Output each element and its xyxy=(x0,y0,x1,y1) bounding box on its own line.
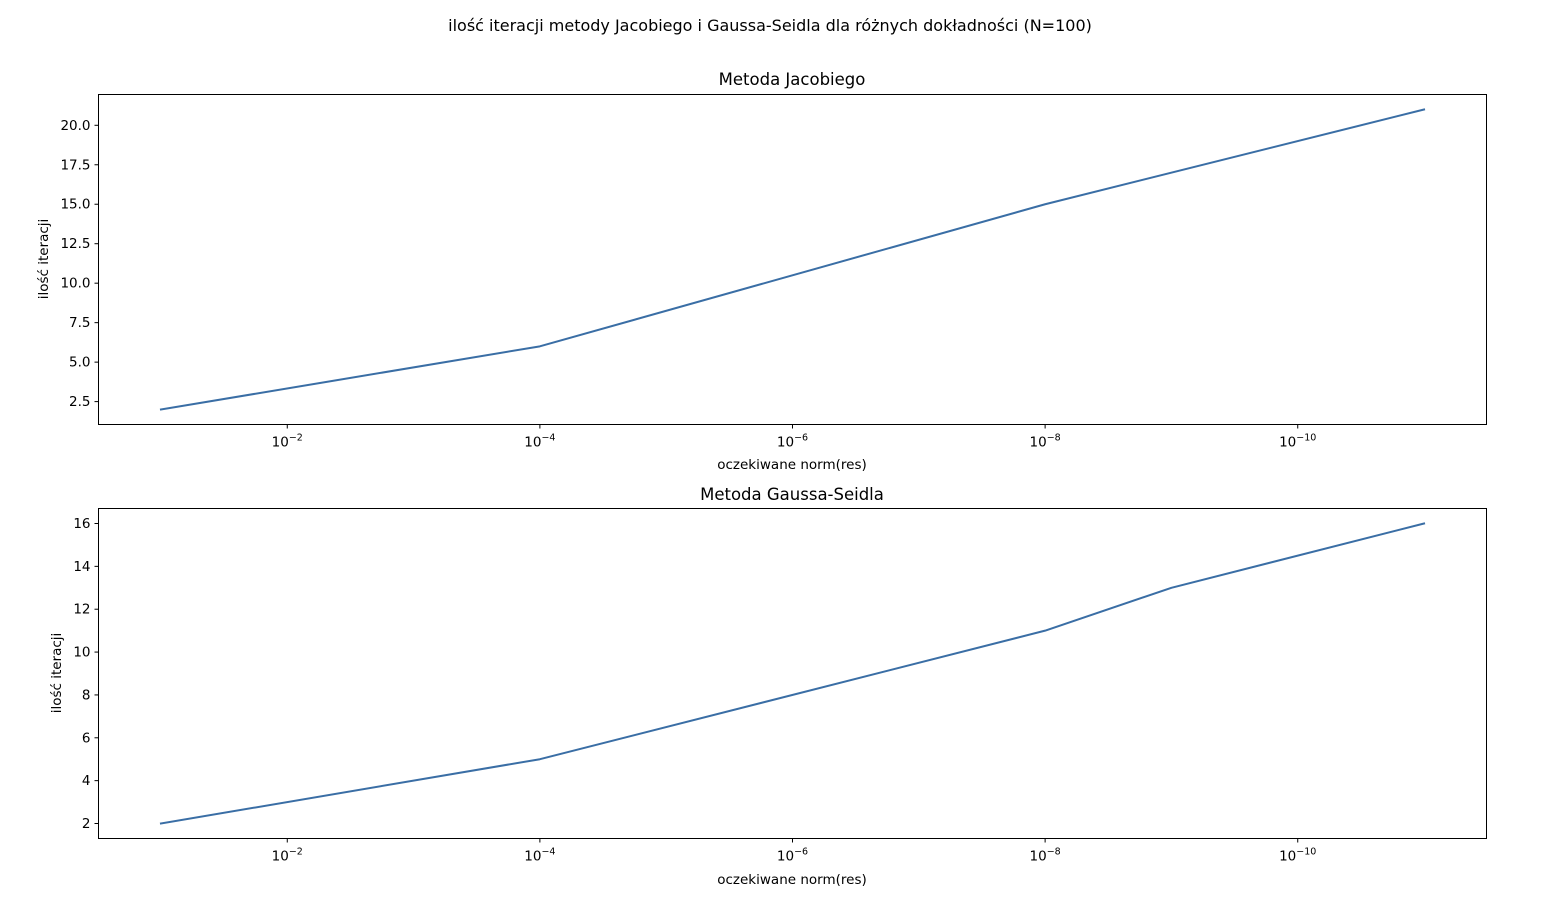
x-tick-label: 10−8 xyxy=(1030,847,1061,865)
y-axis-gauss-seidel: 2 4 6 8 10 12 14 16 xyxy=(73,516,99,832)
y-tick-label: 20.0 xyxy=(60,118,90,134)
series-line-gauss-seidel xyxy=(159,522,1426,825)
x-tick-label: 10−8 xyxy=(1030,433,1061,451)
x-tick-label: 10−6 xyxy=(777,847,808,865)
plot-area-gauss-seidel xyxy=(98,508,1487,839)
plot-area-jacobi xyxy=(98,94,1487,425)
y-tick-label: 2 xyxy=(82,816,91,832)
y-tick-label: 16 xyxy=(73,516,90,532)
subplot-title-gauss-seidel: Metoda Gaussa-Seidla xyxy=(700,485,884,504)
y-tick-label: 2.5 xyxy=(69,394,90,410)
x-axis-jacobi: 10−2 10−4 10−6 10−8 10−10 xyxy=(272,424,1316,451)
subplot-jacobi: Metoda Jacobiego 2.5 5.0 7.5 10.0 12.5 15.0 17… xyxy=(36,70,1487,473)
y-tick-label: 8 xyxy=(82,687,91,703)
y-tick-label: 7.5 xyxy=(69,315,90,331)
series-line-jacobi xyxy=(159,108,1426,411)
x-tick-label: 10−2 xyxy=(272,847,303,865)
y-tick-label: 5.0 xyxy=(69,355,90,371)
y-tick-label: 10.0 xyxy=(60,276,90,292)
x-tick-label: 10−4 xyxy=(524,847,555,865)
x-axis-label-gauss-seidel: oczekiwane norm(res) xyxy=(717,872,867,888)
x-axis-label-jacobi: oczekiwane norm(res) xyxy=(717,457,867,473)
y-tick-label: 15.0 xyxy=(60,197,90,213)
x-tick-label: 10−4 xyxy=(524,433,555,451)
y-tick-label: 6 xyxy=(82,730,91,746)
x-tick-label: 10−6 xyxy=(777,433,808,451)
y-tick-label: 4 xyxy=(82,773,91,789)
y-axis-label-gauss-seidel: ilość iteracji xyxy=(49,633,65,714)
y-tick-label: 17.5 xyxy=(60,157,90,173)
x-tick-label: 10−10 xyxy=(1279,433,1316,451)
y-axis-jacobi: 2.5 5.0 7.5 10.0 12.5 15.0 17.5 20.0 xyxy=(60,118,99,410)
figure-suptitle: ilość iteracji metody Jacobiego i Gaussa… xyxy=(448,16,1092,35)
y-axis-label-jacobi: ilość iteracji xyxy=(36,219,52,300)
y-tick-label: 12 xyxy=(73,602,90,618)
y-tick-label: 14 xyxy=(73,559,90,575)
x-axis-gauss-seidel: 10−2 10−4 10−6 10−8 10−10 xyxy=(272,838,1316,865)
x-tick-label: 10−10 xyxy=(1279,847,1316,865)
x-tick-label: 10−2 xyxy=(272,433,303,451)
y-tick-label: 10 xyxy=(73,645,90,661)
y-tick-label: 12.5 xyxy=(60,236,90,252)
subplot-title-jacobi: Metoda Jacobiego xyxy=(719,70,866,89)
